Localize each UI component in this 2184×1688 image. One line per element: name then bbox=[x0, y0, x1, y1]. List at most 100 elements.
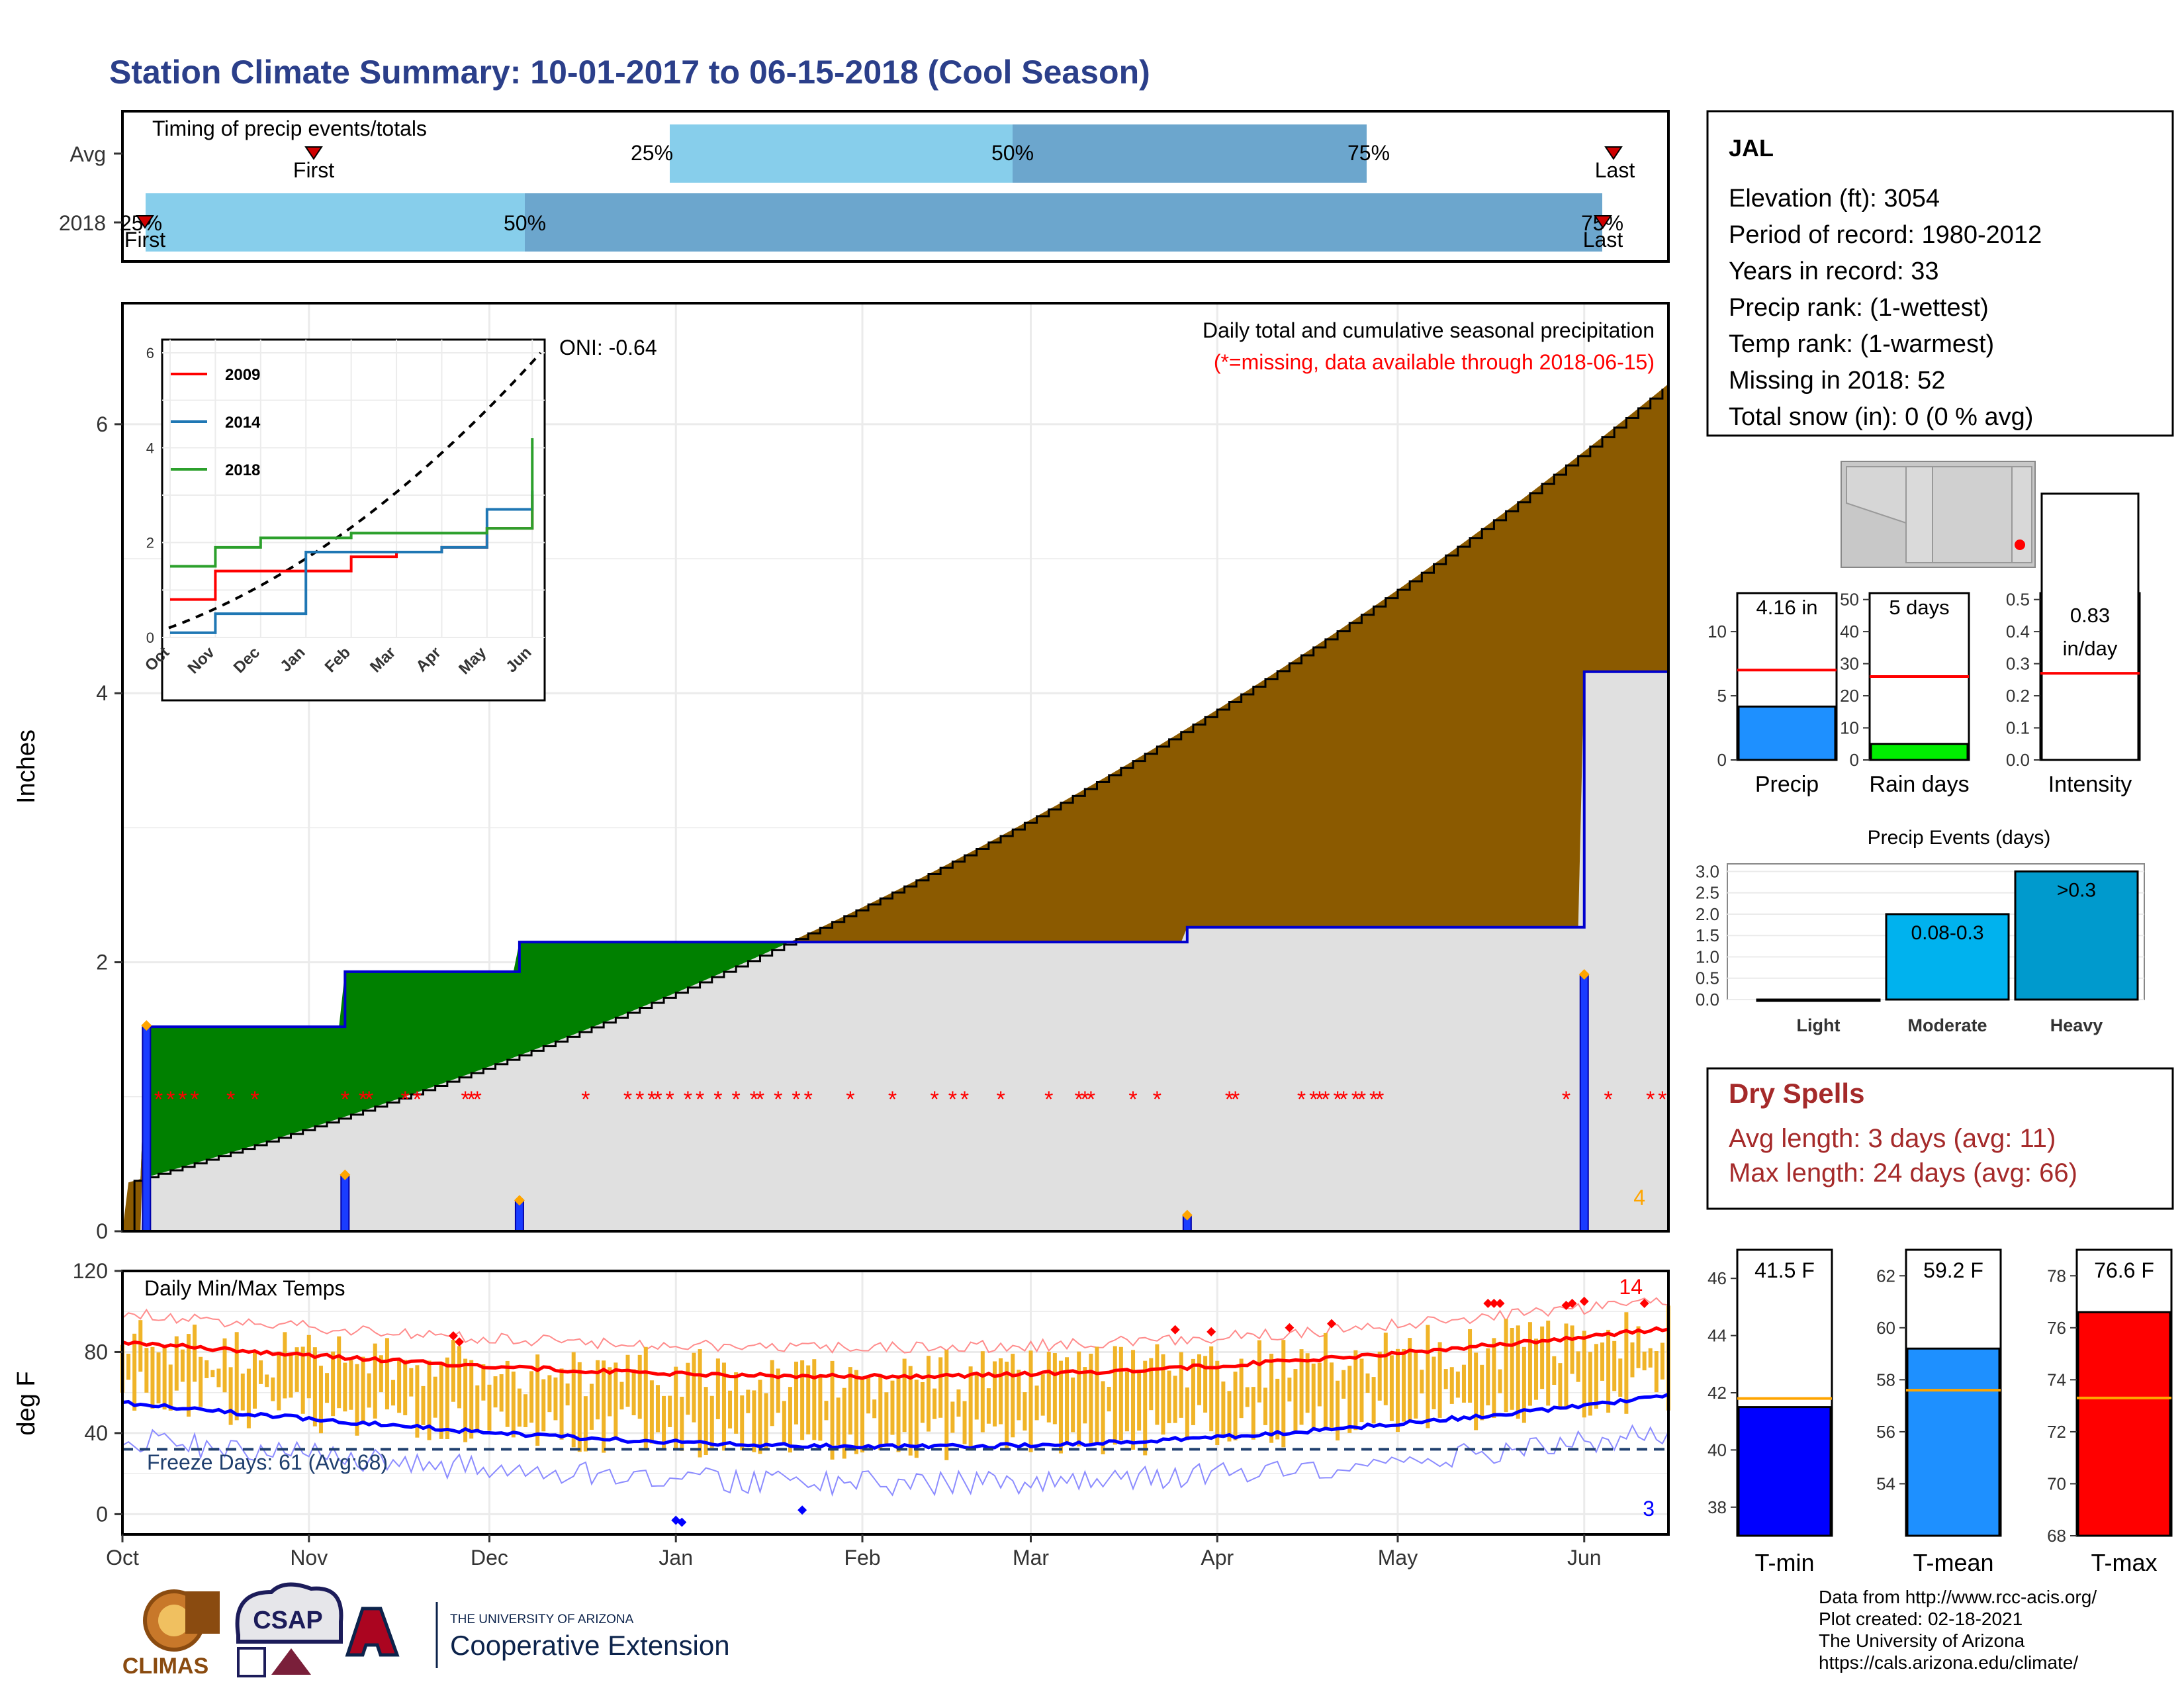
daily-temp-bar bbox=[1636, 1326, 1641, 1368]
daily-temp-bar bbox=[1143, 1360, 1148, 1456]
minibar-label: Rain days bbox=[1869, 772, 1969, 797]
daily-temp-bar bbox=[1263, 1387, 1268, 1425]
missing-day-marker: * bbox=[888, 1087, 897, 1112]
station-info: JAL Elevation (ft): 3054 Period of record… bbox=[1706, 110, 2174, 437]
daily-temp-bar bbox=[1299, 1349, 1304, 1425]
station-info-line: Missing in 2018: 52 bbox=[1729, 367, 1945, 395]
minibar-label: Intensity bbox=[2048, 772, 2132, 797]
daily-temp-bar bbox=[1588, 1352, 1592, 1416]
minibar-tick: 30 bbox=[1840, 654, 1859, 674]
daily-temp-bar bbox=[150, 1346, 155, 1409]
station-info-line: Elevation (ft): 3054 bbox=[1729, 185, 1940, 212]
timing-2018-last: Last bbox=[1583, 228, 1623, 252]
record-high-marker bbox=[1170, 1325, 1180, 1335]
daily-temp-bar bbox=[511, 1371, 516, 1438]
tbar-value-bar bbox=[1737, 1406, 1832, 1537]
daily-temp-bar bbox=[860, 1379, 865, 1453]
summary-minibars: 0 5 10 4.16 in Precip 0 10 20 30 40 50 5 days Rain d… bbox=[1707, 492, 2141, 797]
minibar-value-text: 0.83 bbox=[2070, 604, 2110, 627]
daily-precip-bar bbox=[514, 1201, 524, 1233]
daily-temp-bar bbox=[721, 1362, 726, 1451]
daily-temp-bar bbox=[1005, 1362, 1009, 1450]
daily-temp-bar bbox=[1522, 1346, 1526, 1423]
daily-temp-bar bbox=[1461, 1364, 1466, 1403]
daily-temp-bar bbox=[715, 1358, 720, 1419]
daily-temp-bar bbox=[854, 1370, 858, 1454]
inset-series-line bbox=[170, 490, 534, 634]
missing-day-marker: * bbox=[1153, 1087, 1161, 1112]
missing-day-marker: * bbox=[467, 1087, 476, 1112]
temps-label: Daily Min/Max Temps bbox=[144, 1276, 345, 1300]
avg-cumulative-fill bbox=[122, 671, 1668, 1231]
missing-day-marker: * bbox=[1128, 1087, 1137, 1112]
missing-day-marker: * bbox=[1351, 1087, 1360, 1112]
tbar-tick: 78 bbox=[2047, 1266, 2066, 1286]
daily-temp-bar bbox=[1269, 1354, 1274, 1443]
daily-temp-bar bbox=[655, 1385, 660, 1432]
daily-temp-bar bbox=[1124, 1372, 1129, 1432]
temp-xtick-label: Nov bbox=[290, 1546, 328, 1570]
tbar-t-min: 38 40 42 44 46 41.5 F T-min bbox=[1707, 1248, 1833, 1576]
daily-temp-bar bbox=[1083, 1367, 1087, 1424]
minibar-tick: 0 bbox=[1850, 750, 1859, 770]
precip-panel: * * * * * * * ** * * *** * * * ** * * * * * ** * * * * * * * * * * *** *… bbox=[13, 302, 1670, 1243]
timing-avg-p25: 25% bbox=[631, 141, 673, 165]
daily-temp-bar bbox=[487, 1384, 492, 1431]
tbar-tick: 42 bbox=[1707, 1383, 1727, 1403]
precip-header: Daily total and cumulative seasonal prec… bbox=[1203, 318, 1655, 342]
daily-temp-bar bbox=[409, 1368, 414, 1397]
record-high-marker bbox=[1285, 1323, 1295, 1333]
daily-temp-bar bbox=[1606, 1329, 1611, 1413]
daily-temp-bar bbox=[234, 1332, 239, 1421]
missing-day-marker: * bbox=[732, 1087, 741, 1112]
daily-temp-bar bbox=[872, 1399, 877, 1419]
precip-ytick-label: 2 bbox=[96, 951, 108, 974]
missing-day-marker: * bbox=[1604, 1087, 1612, 1112]
station-info-line: Period of record: 1980-2012 bbox=[1729, 221, 2042, 249]
events-bar-label: >0.3 bbox=[2057, 879, 2096, 901]
missing-day-marker: * bbox=[623, 1087, 632, 1112]
minibar-tick: 0.3 bbox=[2006, 654, 2030, 674]
minibar-value-text: 5 days bbox=[1889, 596, 1949, 619]
timing-avg-early-bar bbox=[670, 124, 1013, 183]
record-high-marker bbox=[1326, 1319, 1336, 1329]
daily-temp-bar bbox=[1173, 1376, 1177, 1423]
timing-avg-first-marker bbox=[304, 146, 323, 160]
daily-temp-bar bbox=[132, 1333, 137, 1411]
daily-temp-bar bbox=[240, 1373, 245, 1411]
daily-temp-bar bbox=[1329, 1362, 1334, 1429]
daily-temp-bar bbox=[553, 1377, 558, 1421]
csap-logo: CSAP bbox=[235, 1582, 343, 1677]
daily-temp-bar bbox=[1167, 1370, 1171, 1423]
daily-temp-bar bbox=[1023, 1392, 1027, 1431]
daily-temp-bar bbox=[565, 1383, 570, 1406]
timing-2018-first: First bbox=[124, 228, 165, 252]
daily-temp-bar bbox=[1323, 1333, 1328, 1429]
missing-day-marker: * bbox=[1075, 1087, 1083, 1112]
daily-temp-bar bbox=[830, 1360, 835, 1460]
daily-temp-bar bbox=[1101, 1381, 1105, 1454]
tbar-t-mean: 54 56 58 60 62 59.2 F T-mean bbox=[1876, 1248, 2002, 1576]
temp-xtick-label: Mar bbox=[1013, 1546, 1049, 1570]
precip-ytick-label: 4 bbox=[96, 681, 108, 705]
daily-temp-bar bbox=[818, 1376, 823, 1441]
minibar-tick: 0 bbox=[1717, 750, 1727, 770]
tbar-tick: 56 bbox=[1876, 1422, 1895, 1442]
csap-logo-text: CSAP bbox=[253, 1607, 323, 1634]
daily-temp-bar bbox=[1504, 1319, 1508, 1413]
avg-cumulative-line bbox=[122, 389, 1664, 1233]
inset-ytick-label: 6 bbox=[146, 345, 154, 361]
events-category-label: Light bbox=[1797, 1015, 1841, 1035]
temp-ytick-label: 0 bbox=[96, 1502, 108, 1526]
missing-day-marker: * bbox=[684, 1087, 692, 1112]
tbar-tick: 44 bbox=[1707, 1326, 1727, 1346]
daily-temp-bar bbox=[1347, 1366, 1352, 1433]
daily-temp-bar bbox=[1089, 1353, 1093, 1444]
daily-temp-bar bbox=[980, 1351, 985, 1432]
daily-temp-bar bbox=[1408, 1338, 1412, 1423]
daily-temp-bar bbox=[210, 1370, 215, 1378]
minibar-tick: 50 bbox=[1840, 590, 1859, 610]
daily-temp-bar bbox=[662, 1395, 666, 1448]
